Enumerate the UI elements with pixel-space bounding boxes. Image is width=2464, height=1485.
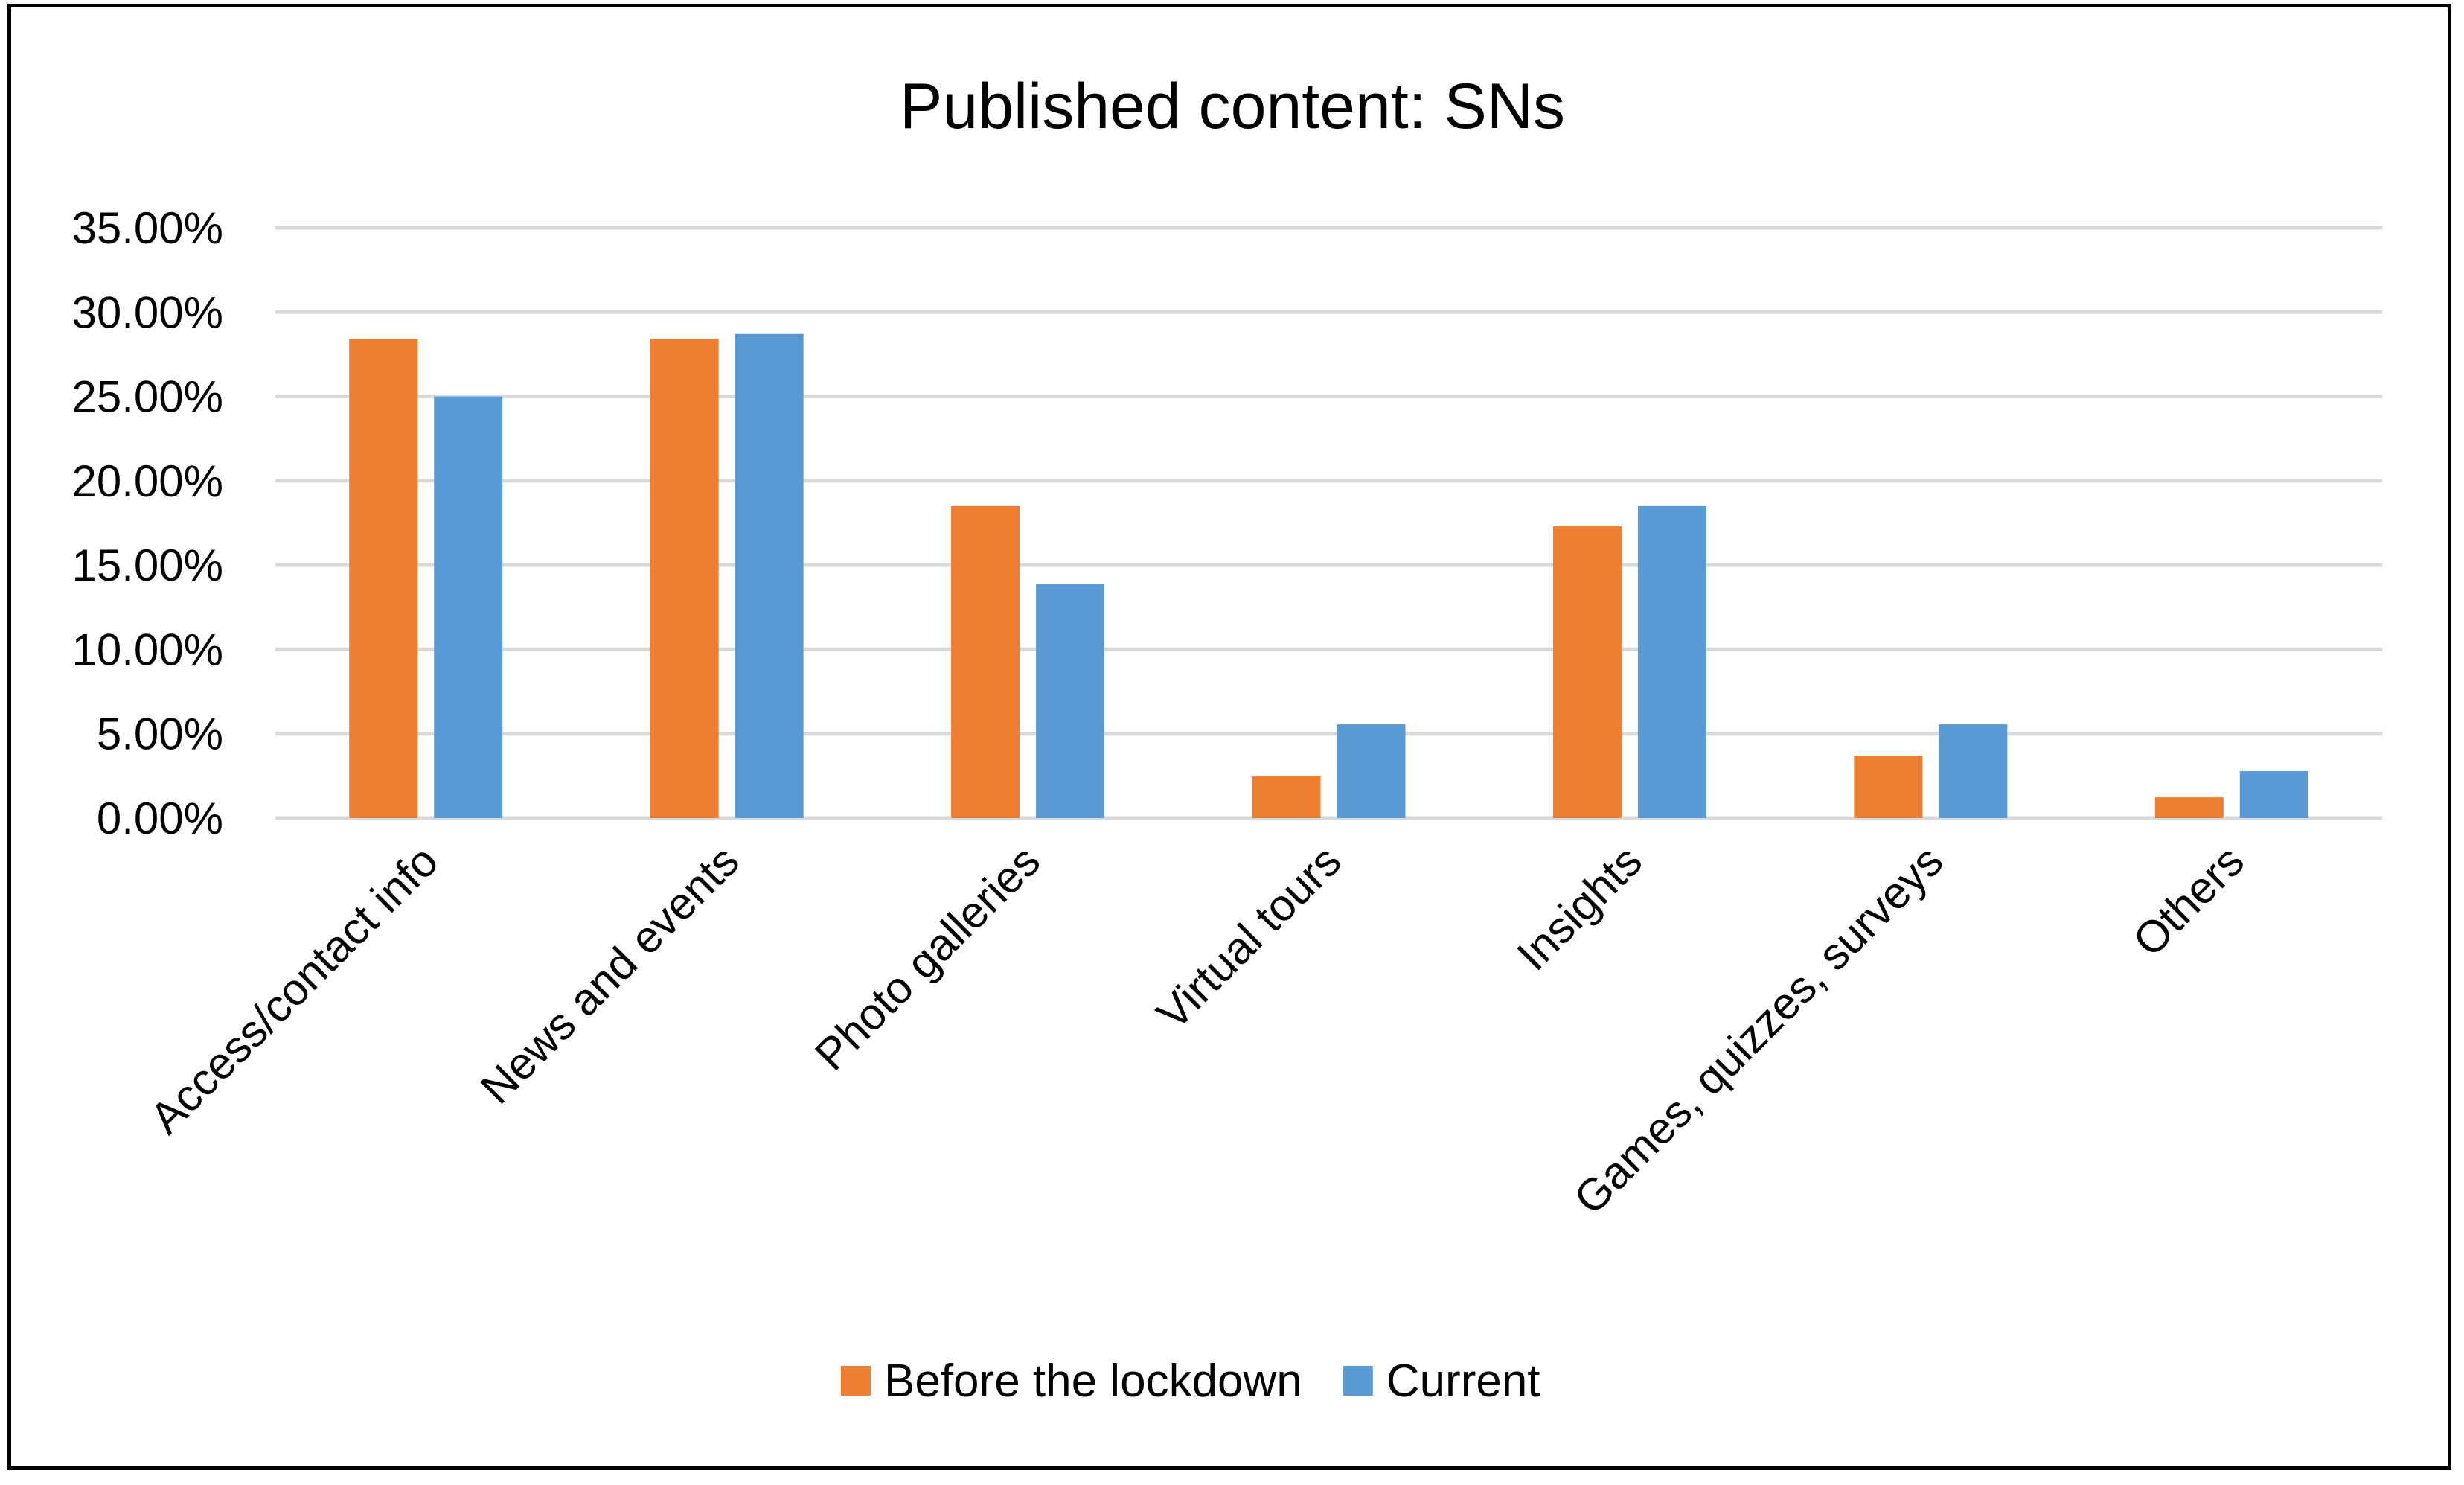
x-axis-labels: Access/contact info News and events Photo …: [141, 836, 2253, 1224]
bar-before: [650, 339, 719, 819]
y-tick-label: 35.00%: [72, 203, 224, 253]
x-tick-label: Virtual tours: [1148, 836, 1351, 1039]
y-tick-label: 20.00%: [72, 456, 224, 506]
bar-current: [1637, 505, 1706, 818]
x-tick-label: Others: [2123, 836, 2253, 966]
x-tick-label: Access/contact info: [141, 836, 448, 1143]
legend: Before the lockdown Current: [841, 1355, 1540, 1407]
bar-before: [951, 505, 1020, 818]
x-tick-label: Insights: [1508, 836, 1652, 980]
bar-current: [1939, 724, 2008, 818]
legend-label: Before the lockdown: [884, 1355, 1302, 1407]
bar-current: [434, 396, 503, 818]
y-tick-label: 25.00%: [72, 372, 224, 422]
legend-swatch: [841, 1366, 871, 1396]
y-tick-label: 30.00%: [72, 287, 224, 337]
bar-before: [2154, 797, 2224, 818]
bar-current: [1337, 724, 1406, 818]
y-tick-label: 0.00%: [97, 793, 223, 843]
gridlines: [275, 226, 2382, 820]
legend-label: Current: [1386, 1355, 1540, 1407]
chart-title: Published content: SNs: [900, 71, 1565, 142]
y-tick-label: 10.00%: [72, 625, 224, 674]
bar-current: [1036, 584, 1105, 818]
bar-current: [2239, 771, 2308, 818]
bar-before: [1252, 776, 1321, 818]
bar-before: [1854, 756, 1923, 818]
x-tick-label: Photo galleries: [805, 836, 1049, 1080]
bars: [349, 333, 2308, 819]
legend-swatch: [1343, 1366, 1373, 1396]
bar-before: [1552, 526, 1622, 818]
x-tick-label: News and events: [471, 836, 749, 1114]
y-tick-label: 5.00%: [97, 709, 223, 759]
y-axis-ticks: 0.00% 5.00% 10.00% 15.00% 20.00% 25.00% 30.00%…: [72, 203, 224, 843]
bar-before: [349, 339, 418, 819]
y-tick-label: 15.00%: [72, 540, 224, 590]
bar-current: [735, 333, 804, 818]
chart-frame: [7, 4, 2451, 1470]
